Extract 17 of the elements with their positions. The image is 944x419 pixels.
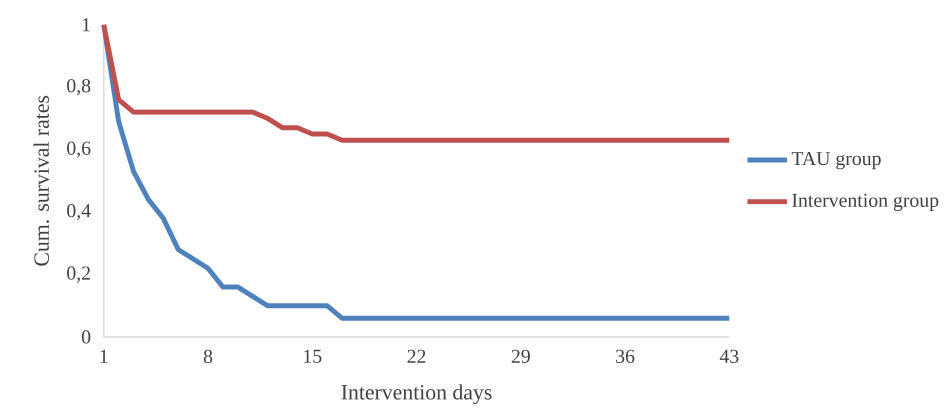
- x-tick-label: 1: [100, 350, 108, 363]
- y-tick-label: 1: [82, 18, 90, 32]
- legend-label: TAU group: [792, 152, 881, 170]
- x-tick-label: 43: [720, 350, 738, 363]
- legend-label: Intervention group: [792, 194, 938, 212]
- y-tick-label: 0,8: [67, 79, 90, 96]
- x-tick-label: 8: [204, 350, 212, 364]
- x-tick-label: 22: [408, 350, 426, 363]
- x-tick-label: 36: [616, 350, 634, 363]
- y-tick-label: 0,2: [67, 266, 90, 283]
- x-tick-label: 15: [304, 350, 322, 363]
- x-tick-label: 29: [512, 350, 530, 363]
- y-tick-label: 0: [82, 330, 90, 344]
- y-tick-label: 0,6: [67, 142, 90, 158]
- x-axis-title: Intervention days: [342, 384, 492, 404]
- y-axis-title: Cum. survival rates: [34, 96, 50, 266]
- y-tick-label: 0,4: [67, 204, 91, 220]
